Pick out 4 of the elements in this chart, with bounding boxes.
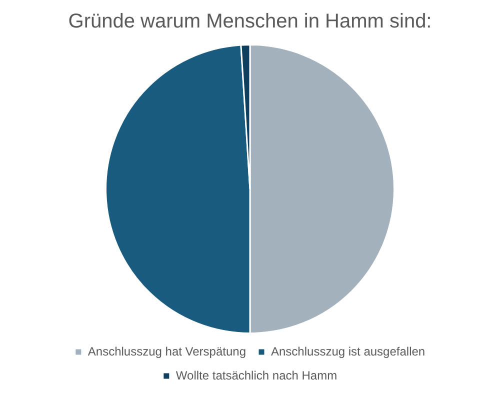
chart-title: Gründe warum Menschen in Hamm sind: — [68, 10, 432, 33]
legend-label: Wollte tatsächlich nach Hamm — [176, 368, 338, 382]
legend-label: Anschlusszug hat Verspätung — [88, 344, 246, 358]
legend-label: Anschlusszug ist ausgefallen — [271, 344, 426, 358]
